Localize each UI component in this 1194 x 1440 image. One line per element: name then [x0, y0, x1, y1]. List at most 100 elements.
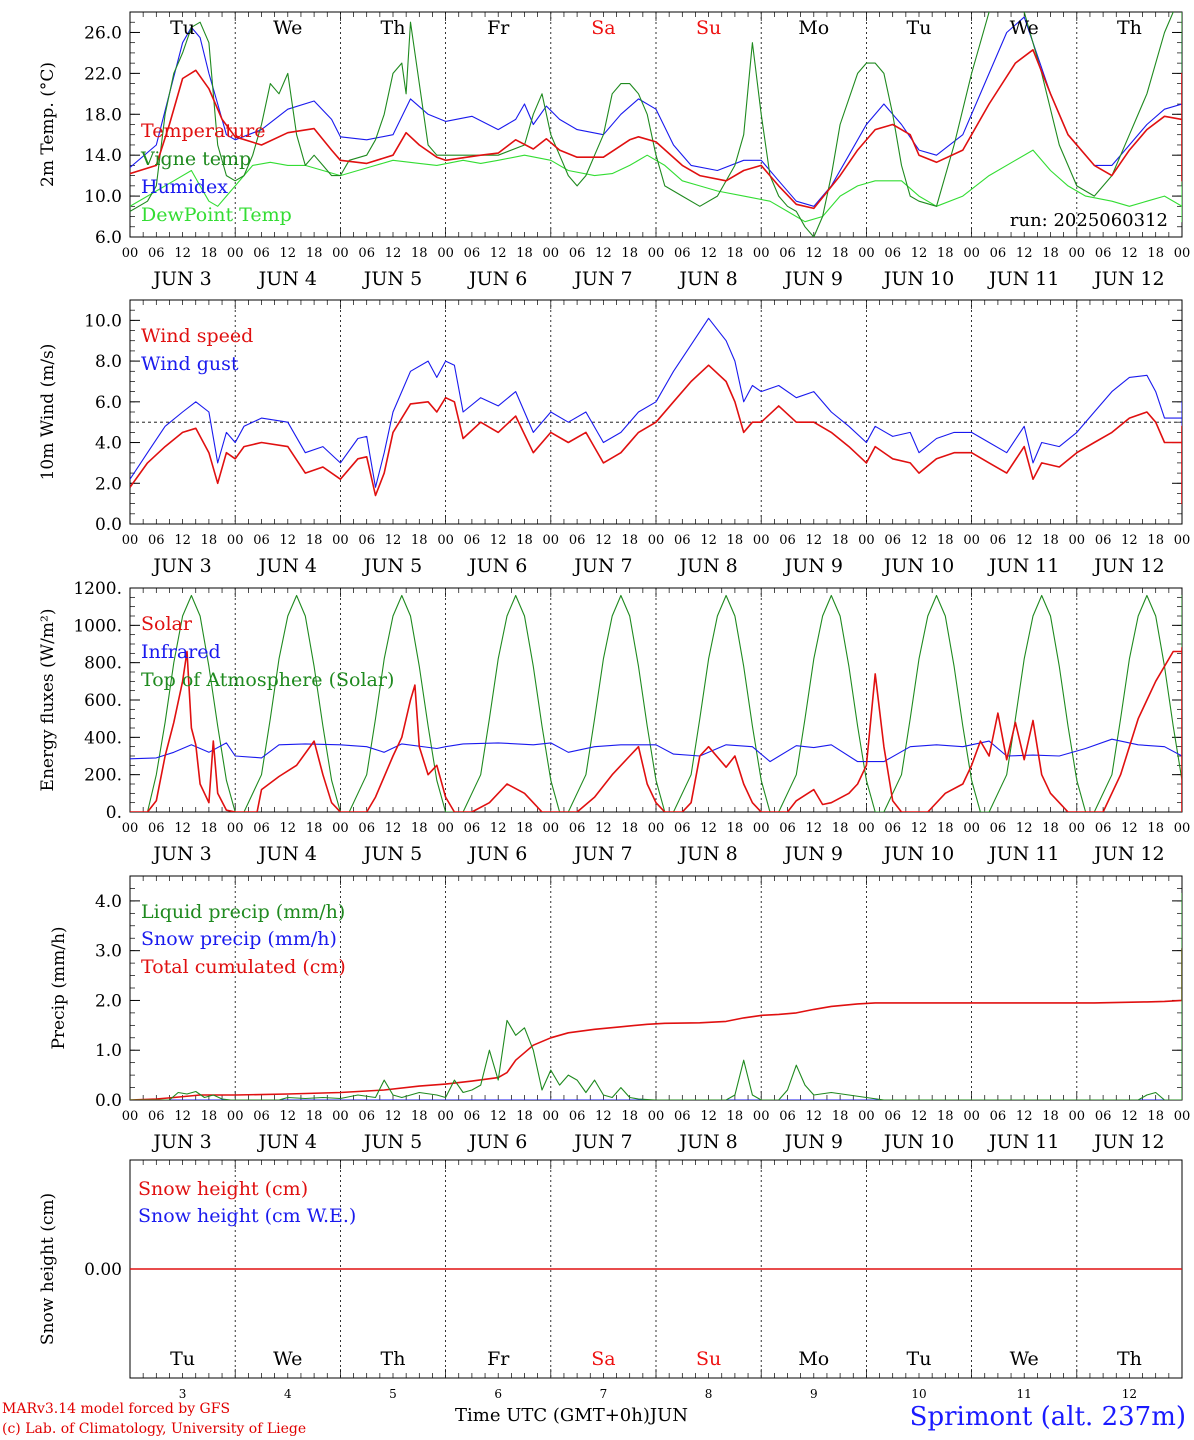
hour-label: 18	[411, 1109, 428, 1124]
series-line-humidex	[130, 16, 1182, 207]
hour-label: 00	[753, 246, 770, 261]
model-credit: MARv3.14 model forced by GFS	[2, 1401, 231, 1417]
hour-label: 18	[1147, 1109, 1164, 1124]
day-name-label: Tu	[170, 17, 195, 39]
hour-label: 12	[595, 246, 612, 261]
hour-label: 06	[464, 821, 481, 836]
legend-item: Wind speed	[141, 325, 253, 347]
hour-label: 12	[280, 246, 297, 261]
hour-label: 00	[332, 821, 349, 836]
legend-item: Snow height (cm)	[138, 1178, 308, 1200]
y-tick-label: 400.	[84, 728, 122, 748]
legend-item: Infrared	[141, 641, 221, 663]
hour-label: 18	[306, 533, 323, 548]
hour-label: 18	[621, 821, 638, 836]
hour-label: 00	[648, 246, 665, 261]
hour-label: 12	[490, 533, 507, 548]
hour-label: 12	[1016, 533, 1033, 548]
day-number-label: 8	[705, 1387, 713, 1400]
hour-label: 18	[727, 533, 744, 548]
day-name-label: Tu	[907, 1348, 932, 1370]
hour-label: 00	[543, 1109, 560, 1124]
date-label: JUN 4	[257, 268, 317, 290]
hour-label: 12	[1121, 533, 1138, 548]
hour-label: 00	[437, 821, 454, 836]
hour-label: 06	[358, 246, 375, 261]
y-tick-label: 18.0	[84, 105, 122, 125]
hour-label: 18	[516, 246, 533, 261]
hour-label: 06	[253, 246, 270, 261]
y-tick-label: 14.0	[84, 146, 122, 166]
hour-label: 18	[201, 821, 218, 836]
day-number-label: 5	[389, 1387, 397, 1400]
hour-label: 06	[779, 533, 796, 548]
date-label: JUN 12	[1092, 843, 1164, 865]
hour-label: 06	[148, 246, 165, 261]
date-label: JUN 5	[362, 268, 422, 290]
date-label: JUN 10	[882, 555, 954, 577]
y-tick-label: 600.	[84, 691, 122, 711]
y-tick-label: 10.0	[84, 311, 122, 331]
hour-label: 00	[227, 1109, 244, 1124]
hour-label: 00	[227, 246, 244, 261]
hour-label: 00	[332, 1109, 349, 1124]
day-name-label: Su	[696, 17, 721, 39]
series-line-wind-speed	[130, 364, 1182, 505]
day-name-label: Su	[696, 1348, 721, 1370]
hour-label: 06	[1095, 533, 1112, 548]
hour-label: 06	[779, 246, 796, 261]
date-label: JUN 9	[783, 1131, 843, 1153]
hour-label: 06	[990, 1109, 1007, 1124]
day-name-label: Th	[381, 17, 406, 39]
hour-label: 00	[1069, 533, 1086, 548]
day-number-label: 12	[1122, 1387, 1137, 1400]
hour-label: 18	[727, 821, 744, 836]
series-line-liquid-precip-mm-h-	[130, 892, 1182, 1100]
hour-label: 00	[963, 246, 980, 261]
day-number-label: 11	[1017, 1387, 1032, 1400]
hour-label: 18	[516, 1109, 533, 1124]
day-name-label: We	[273, 1348, 302, 1370]
station-title: Sprimont (alt. 237m)	[909, 1402, 1186, 1432]
day-number-label: 10	[911, 1387, 926, 1400]
hour-label: 00	[332, 533, 349, 548]
day-number-label: 9	[810, 1387, 818, 1400]
y-tick-label: 2.0	[95, 474, 122, 494]
y-tick-label: 1.0	[95, 1041, 122, 1061]
hour-label: 12	[595, 533, 612, 548]
hour-label: 00	[227, 533, 244, 548]
date-label: JUN 9	[783, 555, 843, 577]
y-tick-label: 0.0	[95, 1091, 122, 1111]
legend-item: Top of Atmosphere (Solar)	[141, 669, 394, 691]
hour-label: 00	[1174, 246, 1191, 261]
date-label: JUN 9	[783, 843, 843, 865]
hour-label: 00	[963, 1109, 980, 1124]
date-label: JUN 8	[677, 268, 737, 290]
legend-item: Snow height (cm W.E.)	[138, 1205, 356, 1227]
y-axis-label: 10m Wind (m/s)	[38, 344, 58, 481]
hour-label: 00	[437, 1109, 454, 1124]
y-tick-label: 4.0	[95, 892, 122, 912]
hour-label: 06	[779, 821, 796, 836]
hour-label: 12	[1121, 1109, 1138, 1124]
date-label: JUN 8	[677, 843, 737, 865]
hour-label: 06	[884, 1109, 901, 1124]
series-group	[130, 317, 1182, 505]
hour-label: 18	[832, 246, 849, 261]
date-label: JUN 7	[572, 268, 632, 290]
date-label: JUN 11	[987, 268, 1059, 290]
hour-label: 12	[385, 821, 402, 836]
hour-label: 12	[385, 246, 402, 261]
hour-label: 06	[358, 533, 375, 548]
hour-label: 12	[490, 246, 507, 261]
hour-label: 06	[1095, 1109, 1112, 1124]
y-tick-label: 1000.	[73, 616, 122, 636]
hour-label: 00	[858, 533, 875, 548]
hour-label: 18	[832, 821, 849, 836]
hour-label: 18	[621, 1109, 638, 1124]
hour-label: 00	[963, 533, 980, 548]
date-label: JUN 11	[987, 555, 1059, 577]
hour-label: 12	[1121, 246, 1138, 261]
date-label: JUN 12	[1092, 268, 1164, 290]
date-label: JUN 3	[151, 555, 211, 577]
